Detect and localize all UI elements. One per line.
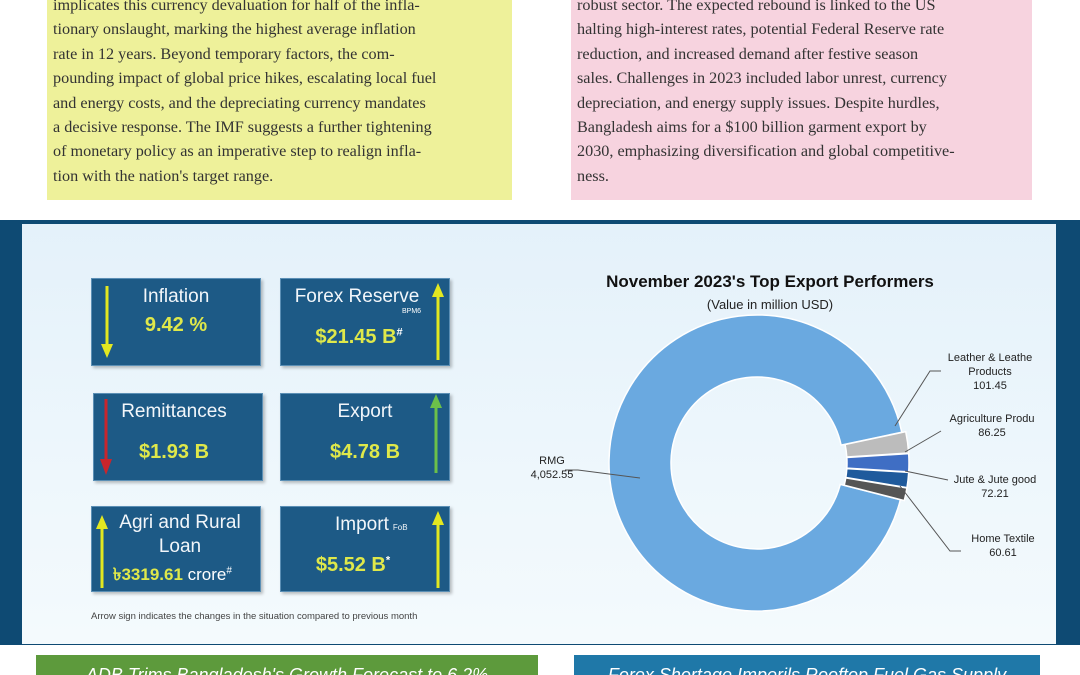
remittances-title: Remittances — [121, 401, 227, 422]
remittances-card: Remittances $1.93 B — [93, 393, 263, 481]
down-arrow-icon — [100, 399, 112, 475]
up-arrow-icon — [432, 283, 444, 360]
agri-mark: # — [226, 565, 232, 577]
down-arrow-icon — [101, 286, 113, 358]
garment-article-text: robust sector. The expected rebound is l… — [577, 0, 955, 185]
agri-value-row: ৳3319.61 crore# — [113, 562, 232, 590]
import-mark: * — [385, 554, 391, 567]
slice-home-textile — [843, 477, 908, 502]
leader-line — [904, 430, 942, 453]
label-jute: Jute & Jute good 72.21 — [954, 474, 1037, 500]
export-title: Export — [337, 401, 393, 422]
forex-reserve-card: Forex Reserve BPM6 $21.45 B# — [280, 278, 450, 366]
arrow-note: Arrow sign indicates the changes in the … — [91, 611, 418, 622]
import-value-row: $5.52 B* — [268, 554, 438, 577]
inflation-title: Inflation — [142, 286, 210, 307]
import-sub: FoB — [392, 523, 408, 532]
garment-article-box: robust sector. The expected rebound is l… — [571, 0, 1032, 200]
up-arrow-icon — [96, 515, 108, 588]
import-title: Import — [335, 514, 389, 535]
agri-unit: crore — [182, 565, 227, 584]
agri-title-line2: Loan — [158, 536, 202, 557]
forex-value-row: $21.45 B# — [274, 326, 444, 349]
inflation-article-box: implicates this currency devaluation for… — [47, 0, 512, 200]
inflation-value: 9.42 % — [144, 314, 208, 336]
import-value: $5.52 B — [315, 554, 386, 576]
inflation-article-text: implicates this currency devaluation for… — [53, 0, 437, 185]
label-leather: Leather & Leathe Products 101.45 — [948, 352, 1032, 392]
export-value: $4.78 B — [329, 441, 401, 463]
forex-heading: Forex Shortage Imperils Rooftop Fuel Gas… — [607, 665, 1007, 675]
label-home-textile: Home Textile 60.61 — [971, 533, 1034, 559]
agri-loan-card: Agri and Rural Loan ৳3319.61 crore# — [91, 506, 261, 592]
label-rmg: RMG 4,052.55 — [531, 455, 574, 481]
label-agriculture: Agriculture Produ 86.25 — [950, 413, 1035, 439]
agri-value: ৳3319.61 — [113, 565, 183, 584]
remittances-value: $1.93 B — [138, 441, 210, 463]
leader-line — [565, 469, 641, 479]
chart-title: November 2023's Top Export Performers — [606, 272, 934, 291]
forex-title: Forex Reserve — [294, 286, 420, 307]
slice-rmg — [608, 314, 903, 612]
leader-line — [904, 470, 949, 481]
chart-subtitle: (Value in million USD) — [706, 297, 834, 312]
forex-heading-bar: Forex Shortage Imperils Rooftop Fuel Gas… — [574, 655, 1040, 675]
forex-sub: BPM6 — [402, 308, 422, 315]
adb-heading: ADB Trims Bangladesh's Growth Forecast t… — [85, 665, 489, 675]
adb-heading-bar: ADB Trims Bangladesh's Growth Forecast t… — [36, 655, 538, 675]
import-card: Import FoB $5.52 B* — [280, 506, 450, 592]
import-title-row: Import FoB — [335, 514, 408, 536]
leader-line — [894, 370, 941, 427]
forex-mark: # — [396, 326, 403, 339]
export-card: Export $4.78 B — [280, 393, 450, 481]
agri-title: Agri and Rural — [119, 512, 241, 533]
forex-value: $21.45 B — [315, 326, 397, 348]
up-arrow-icon — [430, 394, 442, 473]
inflation-card: Inflation 9.42 % — [91, 278, 261, 366]
up-arrow-icon — [432, 511, 444, 588]
leader-line — [899, 485, 961, 552]
